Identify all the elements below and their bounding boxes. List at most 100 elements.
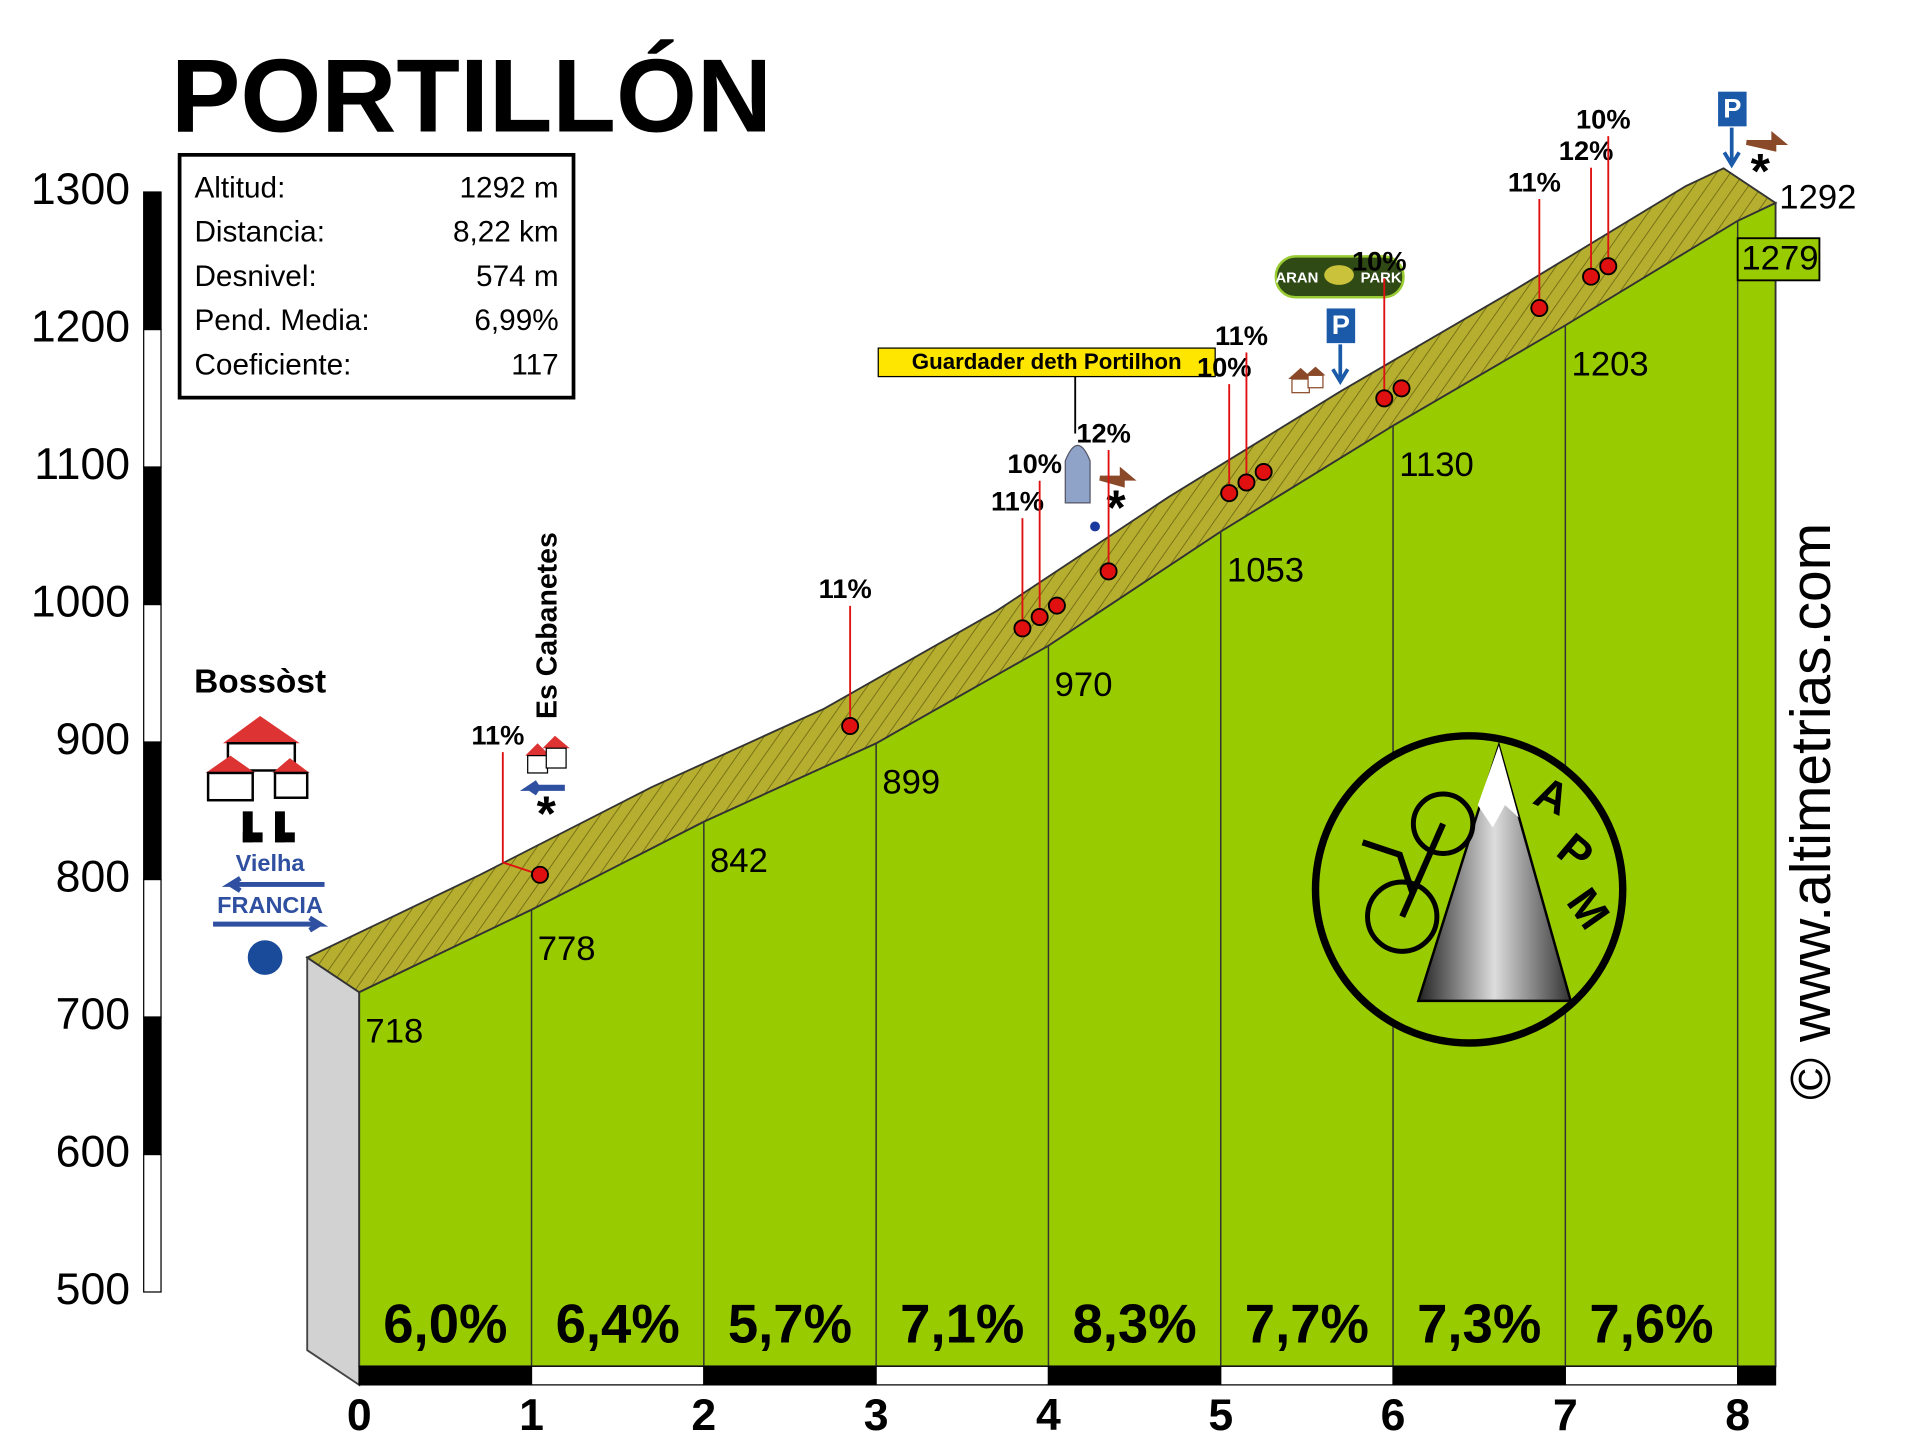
stat-value: 117 — [511, 348, 558, 381]
y-tick-label: 800 — [56, 852, 130, 901]
parking-sign — [1718, 91, 1747, 127]
x-tick-label: 0 — [347, 1391, 372, 1440]
ramp-dot — [1099, 562, 1118, 581]
ramp-label: 12% — [1076, 417, 1131, 448]
ramp-dot — [1392, 379, 1411, 398]
segment-gradient: 8,3% — [1072, 1293, 1196, 1354]
axis-bar — [143, 466, 162, 606]
ramp-dot — [1375, 389, 1394, 408]
ramp-label: 11% — [1508, 166, 1561, 197]
ramp-dot — [1013, 619, 1032, 638]
y-tick-label: 600 — [56, 1127, 130, 1176]
elevation-label: 1203 — [1572, 345, 1649, 383]
elevation-label: 1130 — [1399, 446, 1474, 484]
stat-label: Desnivel: — [194, 260, 316, 293]
place-name: Guardader deth Portilhon — [912, 349, 1182, 374]
ramp-label: 11% — [1215, 320, 1268, 351]
arrow — [221, 876, 325, 893]
distance-bar — [875, 1365, 1050, 1386]
distance-bar — [1047, 1365, 1222, 1386]
axis-bar — [143, 1016, 162, 1156]
ramp-dot — [1047, 596, 1066, 615]
axis-bar — [143, 191, 162, 331]
stats-box — [177, 152, 576, 400]
start-name: Bossòst — [194, 664, 326, 701]
ramp-dot — [1599, 257, 1618, 276]
ramp-dot — [1582, 267, 1601, 286]
elevation-label: 842 — [710, 842, 768, 880]
statue-icon — [1064, 444, 1091, 504]
axis-bar — [143, 1153, 162, 1293]
distance-bar — [1220, 1365, 1394, 1386]
stat-label: Distancia: — [194, 216, 324, 249]
y-tick-label: 1000 — [31, 577, 130, 626]
axis-bar — [143, 328, 162, 468]
credit: © www.altimetrias.com — [1779, 523, 1843, 1100]
house-icon — [519, 735, 570, 796]
ramp-dot — [1030, 608, 1049, 626]
ramp-dot — [1254, 462, 1273, 481]
ramp-dot — [1220, 484, 1239, 503]
ramp-label: 12% — [1559, 135, 1614, 166]
segment-gradient: 7,6% — [1589, 1293, 1713, 1354]
stat-value: 8,22 km — [453, 216, 559, 249]
distance-bar — [1737, 1365, 1777, 1386]
roundabout-icon — [245, 937, 285, 978]
segment-gradient: 6,0% — [383, 1293, 507, 1354]
y-tick-label: 1100 — [34, 440, 130, 489]
segment-gradient: 5,7% — [728, 1293, 852, 1354]
elevation-label: 970 — [1055, 666, 1113, 704]
ramp-dot — [1237, 473, 1256, 492]
x-tick-label: 7 — [1553, 1391, 1578, 1440]
spring-icon — [1090, 521, 1100, 532]
y-tick-label: 1200 — [31, 302, 130, 351]
apm-logo: A P M — [1311, 732, 1627, 1047]
star-mark: * — [1106, 481, 1126, 536]
profile-side — [306, 955, 361, 1387]
distance-bar — [703, 1365, 877, 1386]
plot: 0 1 2 3 4 5 6 7 8 6,0% 6,4% 5,7% 7,1% 8,3% 7,7% 7,3% 7,6… — [31, 104, 1857, 1441]
axis-bar — [143, 878, 162, 1018]
axis-bar — [143, 741, 162, 881]
ramp-line — [501, 752, 541, 876]
x-tick-label: 2 — [691, 1391, 716, 1440]
direction: FRANCIA — [217, 892, 323, 918]
distance-bar — [1392, 1365, 1566, 1386]
stat-label: Coeficiente: — [194, 348, 351, 381]
parking-sign — [1326, 308, 1356, 344]
arrow — [1746, 130, 1789, 152]
segment-gradient: 6,4% — [556, 1293, 680, 1354]
x-tick-label: 4 — [1036, 1391, 1061, 1440]
elevation-label: 1279 — [1741, 240, 1818, 278]
park-name: PARK — [1361, 271, 1402, 287]
ramp-dot — [530, 865, 549, 884]
house-icon — [1288, 366, 1326, 394]
label-box — [1736, 237, 1821, 282]
x-tick-label: 5 — [1208, 1391, 1233, 1440]
elevation-label: 778 — [538, 930, 596, 968]
axis-bar — [143, 603, 162, 743]
ramp-label: 10% — [1007, 448, 1062, 479]
x-tick-label: 3 — [864, 1391, 889, 1440]
x-tick-label: 6 — [1381, 1391, 1406, 1440]
stat-label: Altitud: — [194, 171, 285, 204]
place-name: Es Cabanetes — [531, 532, 563, 719]
arrow — [1331, 344, 1350, 386]
ramp-dot — [1530, 299, 1549, 318]
elevation-label: 1292 — [1779, 178, 1856, 216]
ramp-dot — [841, 717, 860, 736]
ramp-label: 10% — [1197, 351, 1252, 382]
arrow — [213, 915, 329, 933]
segment-gradient: 7,1% — [900, 1293, 1024, 1354]
segment-gradient: 7,7% — [1245, 1293, 1369, 1354]
stat-value: 1292 m — [460, 171, 559, 204]
ramp-label: 11% — [819, 573, 872, 604]
arrow — [1099, 466, 1137, 488]
stats: Altitud: 1292 m Distancia: 8,22 km Desnivel:… — [194, 171, 558, 381]
direction: Vielha — [236, 850, 306, 876]
ramp-label: 11% — [991, 486, 1044, 517]
village-icon — [205, 715, 310, 843]
ramp-label: 10% — [1576, 104, 1631, 135]
